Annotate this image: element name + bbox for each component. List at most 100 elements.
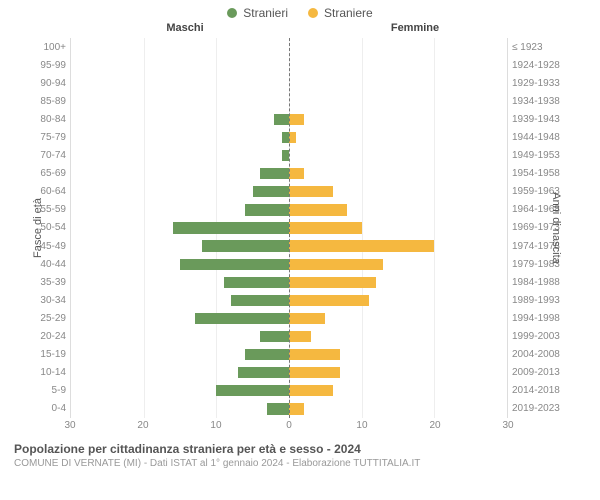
male-bar <box>274 114 289 125</box>
female-bar <box>289 222 362 233</box>
male-half <box>71 364 289 382</box>
birth-year-label: 1924-1928 <box>508 56 568 74</box>
birth-year-label: 2004-2008 <box>508 346 568 364</box>
legend-label-female: Straniere <box>324 6 373 20</box>
male-half <box>71 382 289 400</box>
birth-year-label: 1934-1938 <box>508 92 568 110</box>
birth-year-label: 2019-2023 <box>508 400 568 418</box>
age-label: 10-14 <box>32 364 70 382</box>
age-label: 25-29 <box>32 309 70 327</box>
female-bar <box>289 277 376 288</box>
column-headers: Maschi Femmine <box>0 22 600 34</box>
x-tick-label: 0 <box>286 420 292 431</box>
male-half <box>71 74 289 92</box>
female-bar <box>289 259 383 270</box>
male-half <box>71 38 289 56</box>
male-half <box>71 400 289 418</box>
female-bar <box>289 403 304 414</box>
legend-item-male: Stranieri <box>227 6 288 20</box>
male-bar <box>231 295 289 306</box>
legend-swatch-male <box>227 8 237 18</box>
birth-year-label: 2014-2018 <box>508 382 568 400</box>
female-half <box>289 255 507 273</box>
male-bar <box>202 240 289 251</box>
birth-year-label: 1944-1948 <box>508 128 568 146</box>
female-half <box>289 165 507 183</box>
legend-swatch-female <box>308 8 318 18</box>
female-half <box>289 219 507 237</box>
pyramid-chart: Fasce di età Anni di nascita 100+95-9990… <box>14 38 586 418</box>
age-label: 20-24 <box>32 328 70 346</box>
male-bar <box>282 132 289 143</box>
female-half <box>289 382 507 400</box>
header-female: Femmine <box>300 22 530 34</box>
female-half <box>289 328 507 346</box>
birth-year-label: 1929-1933 <box>508 74 568 92</box>
male-half <box>71 201 289 219</box>
male-bar <box>173 222 289 233</box>
age-label: 65-69 <box>32 165 70 183</box>
male-half <box>71 56 289 74</box>
female-half <box>289 38 507 56</box>
male-bar <box>216 385 289 396</box>
female-half <box>289 201 507 219</box>
male-bar <box>245 204 289 215</box>
x-tick-label: 30 <box>64 420 75 431</box>
plot-area <box>70 38 508 418</box>
male-half <box>71 92 289 110</box>
female-half <box>289 128 507 146</box>
birth-year-label: 1989-1993 <box>508 291 568 309</box>
male-half <box>71 309 289 327</box>
legend-item-female: Straniere <box>308 6 373 20</box>
female-bar <box>289 168 304 179</box>
age-label: 35-39 <box>32 273 70 291</box>
age-label: 15-19 <box>32 346 70 364</box>
female-bar <box>289 385 333 396</box>
female-half <box>289 400 507 418</box>
female-bar <box>289 331 311 342</box>
legend: Stranieri Straniere <box>0 0 600 22</box>
male-half <box>71 346 289 364</box>
female-bar <box>289 186 333 197</box>
female-half <box>289 74 507 92</box>
x-tick-label: 30 <box>502 420 513 431</box>
birth-year-label: 2009-2013 <box>508 364 568 382</box>
birth-year-label: 1999-2003 <box>508 328 568 346</box>
male-bar <box>282 150 289 161</box>
age-label: 5-9 <box>32 382 70 400</box>
male-half <box>71 273 289 291</box>
birth-year-label: 1984-1988 <box>508 273 568 291</box>
female-bar <box>289 367 340 378</box>
female-bar <box>289 295 369 306</box>
female-half <box>289 364 507 382</box>
female-half <box>289 92 507 110</box>
chart-subtitle: COMUNE DI VERNATE (MI) - Dati ISTAT al 1… <box>14 458 586 469</box>
age-label: 0-4 <box>32 400 70 418</box>
male-half <box>71 165 289 183</box>
birth-year-label: 1949-1953 <box>508 147 568 165</box>
legend-label-male: Stranieri <box>243 6 288 20</box>
age-label: 100+ <box>32 38 70 56</box>
age-label: 95-99 <box>32 56 70 74</box>
female-bar <box>289 132 296 143</box>
x-tick-label: 10 <box>356 420 367 431</box>
male-half <box>71 147 289 165</box>
male-half <box>71 183 289 201</box>
female-half <box>289 309 507 327</box>
x-axis: 3020100102030 <box>14 418 586 434</box>
age-label: 70-74 <box>32 147 70 165</box>
male-half <box>71 128 289 146</box>
x-tick-label: 10 <box>210 420 221 431</box>
male-bar <box>224 277 289 288</box>
female-half <box>289 291 507 309</box>
male-half <box>71 219 289 237</box>
center-divider <box>289 38 290 418</box>
male-bar <box>267 403 289 414</box>
female-half <box>289 56 507 74</box>
chart-title: Popolazione per cittadinanza straniera p… <box>14 442 586 456</box>
male-half <box>71 237 289 255</box>
female-bar <box>289 204 347 215</box>
chart-footer: Popolazione per cittadinanza straniera p… <box>0 434 600 469</box>
y-axis-title-right: Anni di nascita <box>550 192 562 264</box>
birth-year-label: 1939-1943 <box>508 110 568 128</box>
